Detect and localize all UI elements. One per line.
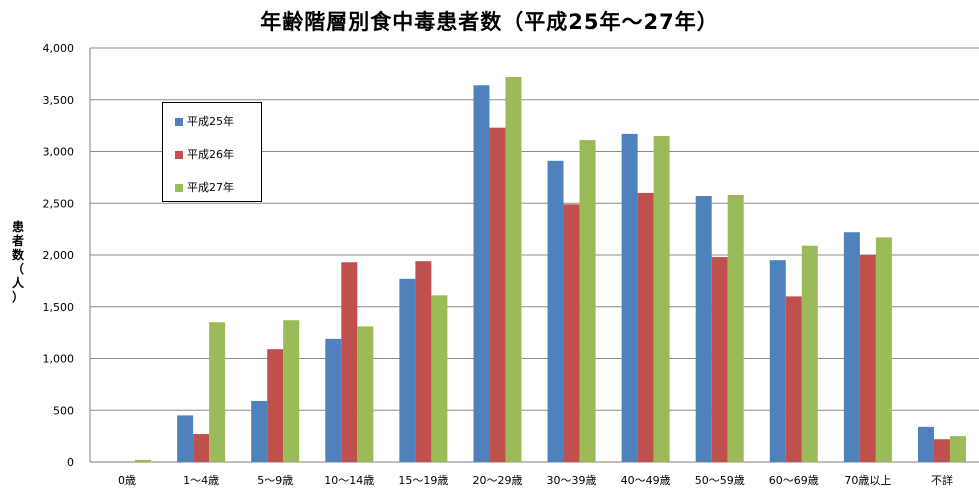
bar <box>547 160 564 462</box>
bar <box>193 434 210 462</box>
bar <box>711 257 728 462</box>
legend-label-series-1: 平成25年 <box>187 115 234 128</box>
x-tick-label: 30〜39歳 <box>547 474 597 487</box>
bar <box>415 261 432 462</box>
bar <box>695 196 712 462</box>
bar <box>505 76 522 462</box>
y-axis-label: 患者数（人） <box>11 220 24 304</box>
bar <box>399 278 416 462</box>
bar <box>341 262 358 462</box>
bar <box>621 133 638 462</box>
x-tick-label: 10〜14歳 <box>324 474 374 487</box>
bar <box>135 459 152 462</box>
legend-label-series-3: 平成27年 <box>187 181 234 194</box>
x-tick-label: 40〜49歳 <box>621 474 671 487</box>
y-tick-label: 2,500 <box>43 197 75 210</box>
y-tick-label: 1,500 <box>43 301 75 314</box>
y-tick-label: 1,000 <box>43 353 75 366</box>
bar <box>177 415 194 462</box>
x-tick-label: 1〜4歳 <box>183 474 219 487</box>
bar <box>103 461 120 462</box>
bar <box>431 295 448 462</box>
x-tick-label: 50〜59歳 <box>695 474 745 487</box>
bar <box>119 461 136 462</box>
bar <box>653 135 670 462</box>
bar <box>769 260 786 462</box>
bar <box>949 436 966 462</box>
bar <box>875 237 892 462</box>
legend-label-series-2: 平成26年 <box>187 148 234 161</box>
x-tick-label: 15〜19歳 <box>398 474 448 487</box>
legend-swatch-series-3 <box>175 184 183 192</box>
y-tick-label: 500 <box>53 404 74 417</box>
x-tick-label: 20〜29歳 <box>472 474 522 487</box>
x-tick-label: 60〜69歳 <box>769 474 819 487</box>
bar <box>785 296 802 462</box>
chart-title: 年齢階層別食中毒患者数（平成25年〜27年） <box>260 10 719 34</box>
bar <box>251 400 268 462</box>
legend-item-series-2: 平成26年 <box>175 146 234 162</box>
bar <box>489 127 506 462</box>
y-tick-label: 2,000 <box>43 249 75 262</box>
x-tick-label: 5〜9歳 <box>257 474 293 487</box>
legend-item-series-3: 平成27年 <box>175 179 234 195</box>
y-tick-label: 4,000 <box>43 42 75 55</box>
bar <box>933 439 950 462</box>
bar <box>267 349 284 462</box>
bar <box>859 255 876 462</box>
y-tick-label: 3,500 <box>43 94 75 107</box>
bar <box>917 426 934 462</box>
legend-item-series-1: 平成25年 <box>175 113 234 129</box>
y-tick-label: 0 <box>67 456 74 469</box>
bar <box>637 192 654 462</box>
bar <box>843 232 860 462</box>
bar <box>209 322 226 462</box>
y-tick-label: 3,000 <box>43 146 75 159</box>
bar <box>801 245 818 462</box>
x-tick-label: 0歳 <box>118 474 136 487</box>
x-tick-label: 70歳以上 <box>844 474 891 487</box>
x-tick-label: 不詳 <box>931 473 953 487</box>
bar <box>325 338 342 462</box>
bar <box>357 326 374 462</box>
legend-swatch-series-1 <box>175 118 183 126</box>
legend: 平成25年 平成26年 平成27年 <box>162 102 262 202</box>
bar <box>579 140 596 463</box>
legend-swatch-series-2 <box>175 151 183 159</box>
bar <box>727 194 744 462</box>
bar <box>473 85 490 462</box>
bar <box>283 320 300 462</box>
bar <box>563 204 580 462</box>
